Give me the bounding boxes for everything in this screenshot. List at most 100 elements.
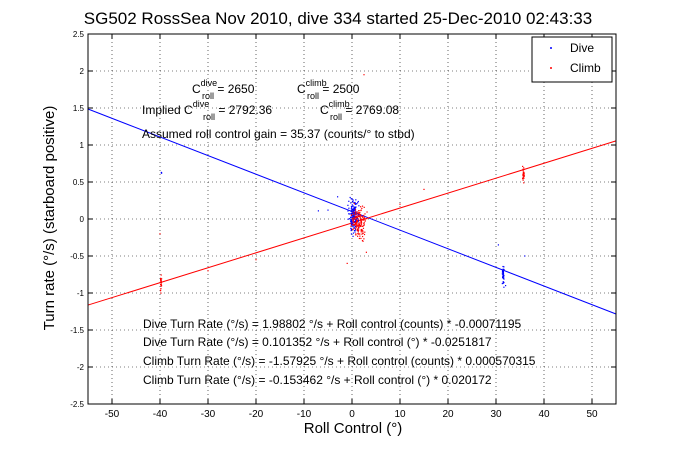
climb-point — [359, 216, 361, 218]
climb-point — [361, 240, 364, 242]
climb-point — [356, 219, 359, 222]
x-axis-label: Roll Control (°) — [304, 420, 403, 437]
climb-point — [357, 215, 359, 217]
dive-point — [353, 215, 355, 217]
dive-point — [350, 216, 352, 218]
dive-point — [348, 200, 350, 202]
dive-point — [352, 235, 354, 237]
y-tick-label: 1.5 — [73, 104, 85, 113]
climb-point — [352, 211, 354, 213]
climb-point — [207, 270, 209, 272]
dive-point — [351, 204, 353, 206]
climb-point — [160, 292, 162, 294]
legend-dive-label: Dive — [570, 41, 594, 55]
y-tick-label: -2.5 — [70, 400, 84, 409]
climb-point — [363, 222, 365, 224]
data-points — [159, 74, 526, 294]
dive-fit-degrees-equation: Dive Turn Rate (°/s) = 0.101352 °/s + Ro… — [143, 335, 492, 349]
dive-point — [502, 274, 504, 276]
climb-point — [522, 172, 525, 174]
c-roll-climb-annotation: Cclimb roll = 2500 — [297, 78, 360, 101]
dive-point — [351, 208, 353, 210]
dive-point — [327, 209, 329, 211]
climb-point — [359, 217, 362, 219]
dive-point — [353, 209, 355, 211]
dive-point — [355, 211, 358, 213]
climb-point — [161, 278, 163, 280]
climb-point — [356, 220, 358, 222]
dive-point — [356, 203, 358, 205]
dive-point — [354, 229, 357, 231]
dive-point — [348, 218, 351, 220]
dive-point — [357, 214, 360, 216]
climb-point — [355, 221, 358, 224]
climb-point — [359, 225, 361, 227]
dive-point — [353, 212, 355, 214]
dive-point — [348, 213, 350, 215]
climb-point — [361, 205, 364, 207]
axis-ticks — [88, 33, 616, 405]
climb-point — [358, 212, 361, 214]
y-axis-label: Turn rate (°/s) (starboard positive) — [41, 106, 58, 331]
climb-point — [356, 221, 358, 223]
dive-point — [357, 221, 359, 223]
climb-point — [357, 224, 359, 226]
climb-point — [362, 227, 365, 229]
dive-point — [353, 213, 355, 215]
dive-fit-counts-equation: Dive Turn Rate (°/s) = 1.98802 °/s + Rol… — [143, 317, 522, 331]
y-tick-label: -1 — [77, 289, 85, 298]
dive-point — [351, 222, 353, 224]
dive-point — [348, 207, 350, 209]
climb-point — [358, 210, 360, 212]
dive-point — [353, 215, 355, 217]
climb-point — [357, 222, 359, 225]
dive-point — [354, 209, 356, 211]
dive-point — [524, 255, 526, 257]
dive-point — [352, 215, 354, 217]
climb-point — [355, 234, 357, 236]
dive-point — [351, 224, 353, 227]
climb-point — [354, 222, 357, 224]
dive-point — [502, 272, 504, 274]
climb-point — [361, 215, 363, 218]
climb-point — [523, 171, 525, 173]
dive-point — [502, 282, 505, 284]
climb-point — [362, 232, 364, 234]
x-tick-label: -30 — [201, 409, 216, 420]
dive-point — [160, 172, 163, 174]
dive-point — [160, 171, 162, 174]
dive-point — [354, 231, 356, 233]
climb-point — [160, 279, 162, 281]
climb-point — [160, 274, 162, 276]
dive-point — [317, 210, 319, 212]
dive-point — [502, 276, 504, 278]
dive-point — [357, 202, 359, 204]
dive-point — [349, 213, 351, 215]
dive-point — [505, 285, 507, 287]
climb-point — [358, 227, 360, 229]
dive-point — [353, 208, 356, 210]
dive-point — [351, 209, 354, 211]
dive-point — [352, 224, 354, 226]
climb-point — [360, 225, 362, 228]
dive-point — [352, 232, 355, 234]
climb-point — [354, 213, 356, 215]
climb-point — [160, 285, 162, 287]
climb-point — [363, 224, 365, 226]
dive-point — [350, 227, 352, 229]
dive-point — [354, 227, 356, 229]
plot-area — [87, 33, 617, 405]
dive-point — [352, 205, 354, 207]
climb-point — [355, 215, 357, 218]
y-tick-label: 0 — [80, 215, 85, 224]
dive-point — [350, 198, 352, 200]
climb-point — [353, 224, 355, 227]
legend-box — [531, 36, 613, 83]
dive-point — [350, 221, 352, 223]
climb-point — [522, 174, 525, 177]
x-tick-labels: -50 -40 -30 -20 -10 0 10 20 30 40 50 — [105, 409, 598, 420]
dive-point — [503, 268, 505, 271]
climb-point — [357, 225, 359, 227]
dive-point — [351, 220, 353, 223]
climb-point — [354, 209, 357, 211]
